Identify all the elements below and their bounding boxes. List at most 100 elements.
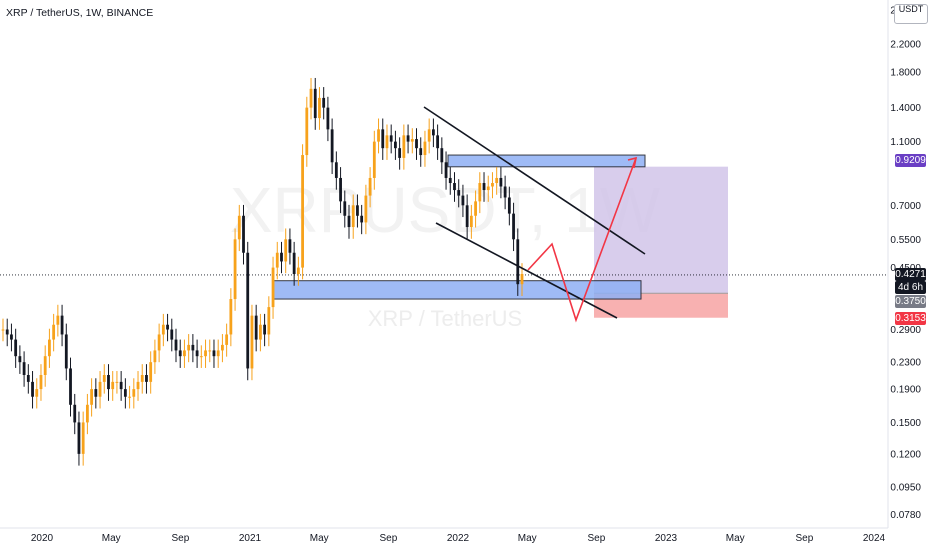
candle-body <box>31 381 34 397</box>
y-tick-label: 1.8000 <box>890 68 921 79</box>
demand-zone-box <box>272 280 642 300</box>
candle-body <box>111 381 115 390</box>
candle-body <box>225 334 229 345</box>
candle-body <box>322 97 326 108</box>
candle-body <box>140 375 144 382</box>
candle-body <box>102 375 106 382</box>
candle-body <box>495 177 499 184</box>
candle-body <box>233 239 237 300</box>
candle-body <box>431 129 435 136</box>
drawing-layer[interactable] <box>0 154 888 318</box>
currency-badge[interactable]: USDT <box>894 4 928 24</box>
time-axis[interactable]: 2020 May Sep 2021 May Sep 2022 May Sep 2023 May Sep… <box>0 527 888 544</box>
long-position-profit-zone <box>594 166 728 294</box>
candle-body <box>212 350 216 357</box>
channel-upper-line <box>423 106 646 255</box>
candle-body <box>427 129 431 142</box>
candle-body <box>52 324 56 340</box>
x-tick-label: Sep <box>796 533 814 544</box>
candle-body <box>301 155 304 268</box>
candle-body <box>296 267 300 274</box>
candle-body <box>199 356 203 358</box>
candle-body <box>288 239 292 253</box>
candle-body <box>123 389 127 397</box>
candle-body <box>381 129 385 149</box>
candle-body <box>18 356 22 363</box>
candle-body <box>377 129 380 142</box>
candle-body <box>153 350 157 363</box>
candle-body <box>48 339 51 357</box>
candle-body <box>512 213 515 240</box>
candle-body <box>347 215 351 228</box>
trendlines-layer[interactable] <box>423 106 646 323</box>
candle-body <box>43 356 47 376</box>
price-tag-countdown: 4d 6h <box>895 281 926 294</box>
candle-body <box>208 350 212 352</box>
candle-body <box>503 186 507 198</box>
candle-body <box>229 299 233 335</box>
candle-body <box>394 141 397 149</box>
candle-body <box>499 177 503 187</box>
watermark-pair: XRP / TetherUS <box>368 306 522 331</box>
candle-body <box>280 252 283 262</box>
candle-body <box>440 148 444 163</box>
candle-body <box>166 324 169 330</box>
candle-body <box>309 88 313 108</box>
candle-body <box>364 195 368 223</box>
candle-body <box>486 186 490 191</box>
candle-body <box>356 205 359 216</box>
candle-body <box>330 129 334 163</box>
candle-body <box>254 315 258 340</box>
candle-body <box>191 344 195 351</box>
candle-body <box>461 195 465 206</box>
x-tick-label: 2023 <box>655 533 678 544</box>
y-tick-label: 1.4000 <box>890 103 921 114</box>
candle-body <box>128 396 131 398</box>
x-tick-label: Sep <box>588 533 606 544</box>
candle-body <box>267 307 271 335</box>
candle-body <box>415 139 418 149</box>
candle-body <box>318 97 321 119</box>
candle-body <box>263 324 267 335</box>
candle-body <box>81 422 85 454</box>
candle-body <box>22 362 26 376</box>
supply-zone-box <box>447 154 646 168</box>
candle-body <box>368 177 372 196</box>
candle-body <box>372 141 376 178</box>
y-tick-label: 0.0950 <box>890 482 921 493</box>
x-tick-label: 2020 <box>31 533 54 544</box>
candle-body <box>360 215 364 223</box>
candle-body <box>85 404 89 423</box>
x-tick-label: Sep <box>380 533 398 544</box>
candle-body <box>507 197 511 214</box>
candle-body <box>339 177 342 202</box>
candle-body <box>157 334 161 351</box>
candle-body <box>406 135 410 142</box>
candle-body <box>242 215 245 253</box>
candle-body <box>145 375 148 382</box>
candle-body <box>149 362 153 382</box>
price-axis[interactable]: 2.80002.20001.80001.40001.10000.70000.55… <box>887 0 921 528</box>
y-tick-label: 0.1200 <box>890 449 921 460</box>
candle-body <box>258 324 262 340</box>
price-tag-current: 0.4271 <box>895 268 926 281</box>
candle-body <box>1 329 5 331</box>
candle-body <box>5 329 9 335</box>
price-tag-entry: 0.3750 <box>895 295 926 308</box>
candle-body <box>69 368 72 405</box>
chart-title: XRP / TetherUS, 1W, BINANCE <box>6 7 154 19</box>
x-tick-label: 2021 <box>239 533 262 544</box>
candle-body <box>26 375 30 382</box>
y-tick-label: 0.1500 <box>890 418 921 429</box>
x-tick-label: 2022 <box>447 533 470 544</box>
candle-body <box>98 381 102 397</box>
y-tick-label: 0.1900 <box>890 385 921 396</box>
candle-body <box>402 135 406 158</box>
candle-body <box>10 334 13 340</box>
candle-body <box>398 148 402 158</box>
candle-body <box>132 389 136 397</box>
candle-body <box>292 252 296 274</box>
candle-body <box>419 148 423 156</box>
candle-body <box>195 350 199 357</box>
